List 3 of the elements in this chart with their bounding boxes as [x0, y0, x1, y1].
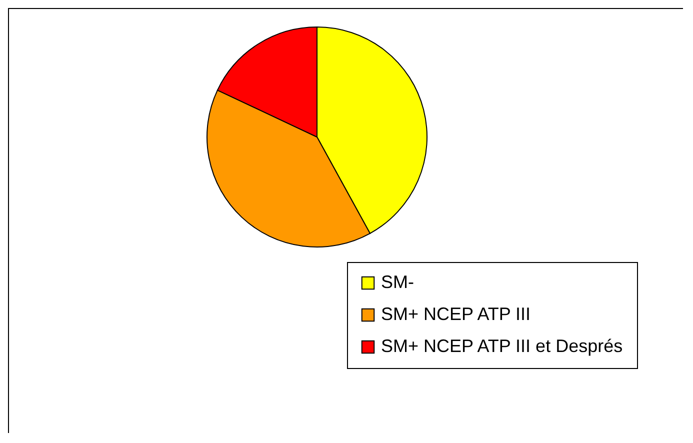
legend-label: SM- [381, 272, 414, 292]
legend-label: SM+ NCEP ATP III [381, 304, 531, 324]
legend-label: SM+ NCEP ATP III et Després [381, 336, 623, 356]
